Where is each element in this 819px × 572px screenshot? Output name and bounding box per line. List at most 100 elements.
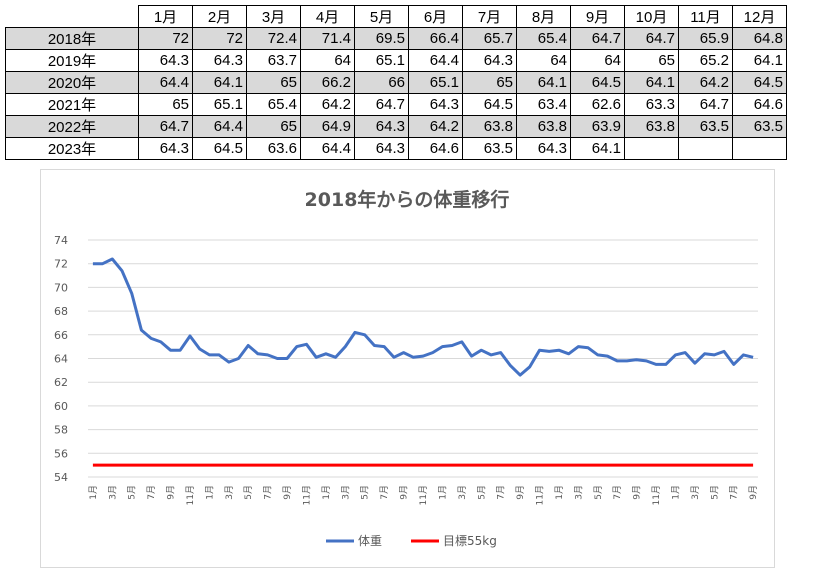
- weight-cell: 71.4: [300, 27, 355, 50]
- weight-cell: 64.7: [678, 93, 733, 116]
- y-tick-label: 64: [54, 353, 68, 366]
- y-tick-label: 58: [54, 424, 68, 437]
- weight-cell: 64.7: [624, 27, 679, 50]
- weight-cell: 65.7: [462, 27, 517, 50]
- y-axis-ticks: 54 56 58 60 62 64 66 68 70 72 74: [54, 234, 68, 484]
- legend: 体重 目標55kg: [326, 534, 497, 548]
- year-cell: 2019年: [5, 49, 139, 72]
- weight-cell: 63.6: [246, 137, 301, 160]
- weight-cell: 64.1: [732, 49, 787, 72]
- weight-cell: 64.3: [462, 49, 517, 72]
- x-tick-label: 3月: [457, 485, 468, 500]
- weight-cell: 64.7: [570, 27, 625, 50]
- weight-cell: 63.5: [732, 115, 787, 138]
- table-corner-cell: [6, 6, 139, 28]
- x-tick-label: 1月: [670, 485, 681, 500]
- year-cell: 2023年: [5, 137, 139, 160]
- weight-cell: 64.4: [408, 49, 463, 72]
- weight-cell: 65.1: [192, 93, 247, 116]
- y-tick-label: 62: [54, 376, 68, 389]
- weight-cell: [732, 137, 787, 160]
- month-header: 9月: [570, 5, 625, 28]
- weight-cell: 63.4: [516, 93, 571, 116]
- weight-cell: 64.1: [570, 137, 625, 160]
- x-tick-label: 9月: [748, 485, 759, 500]
- weight-cell: 64.5: [732, 71, 787, 94]
- weight-cell: 69.5: [354, 27, 409, 50]
- weight-cell: 64.6: [732, 93, 787, 116]
- weight-cell: 64.3: [408, 93, 463, 116]
- x-tick-label: 3月: [573, 485, 584, 500]
- weight-cell: 63.3: [624, 93, 679, 116]
- weight-cell: 65.4: [246, 93, 301, 116]
- gridlines: [88, 239, 758, 478]
- x-tick-label: 11月: [301, 485, 312, 505]
- month-header: 5月: [354, 5, 409, 28]
- weight-cell: 65: [246, 71, 301, 94]
- x-tick-label: 1月: [204, 485, 215, 500]
- x-tick-label: 5月: [593, 485, 604, 500]
- x-tick-label: 7月: [146, 485, 157, 500]
- weight-cell: 64.3: [516, 137, 571, 160]
- x-tick-label: 3月: [224, 485, 235, 500]
- line-chart: 2018年からの体重移行 54 56 58 60 62 64 66 68 70 72 74 1月 3月…: [54, 188, 759, 548]
- weight-cell: 64.3: [192, 49, 247, 72]
- x-tick-label: 9月: [399, 485, 410, 500]
- weight-cell: 64: [570, 49, 625, 72]
- weight-cell: 64.8: [732, 27, 787, 50]
- weight-cell: 64.7: [138, 115, 193, 138]
- x-tick-label: 9月: [515, 485, 526, 500]
- weight-cell: 65.9: [678, 27, 733, 50]
- table-row: 2020年 64.4 64.1 65 66.2 66 65.1 65 64.1 64.5 64.1 6…: [5, 71, 787, 94]
- year-cell: 2020年: [5, 71, 139, 94]
- month-header: 1月: [138, 5, 193, 28]
- weight-table: 1月 2月 3月 4月 5月 6月 7月 8月 9月 10月 11月 12月 2…: [5, 5, 787, 160]
- x-tick-label: 5月: [360, 485, 371, 500]
- x-tick-label: 1月: [437, 485, 448, 500]
- weight-cell: 62.6: [570, 93, 625, 116]
- table-header-row: 1月 2月 3月 4月 5月 6月 7月 8月 9月 10月 11月 12月: [6, 5, 787, 28]
- x-tick-label: 1月: [554, 485, 565, 500]
- weight-cell: 63.5: [678, 115, 733, 138]
- weight-cell: 64.4: [192, 115, 247, 138]
- weight-cell: 65: [138, 93, 193, 116]
- table-row: 2022年 64.7 64.4 65 64.9 64.3 64.2 63.8 63.8 63.9 6…: [5, 115, 787, 138]
- x-tick-label: 3月: [107, 485, 118, 500]
- weight-cell: 64: [300, 49, 355, 72]
- legend-label: 体重: [358, 534, 382, 548]
- x-tick-label: 9月: [282, 485, 293, 500]
- weight-cell: 65.1: [408, 71, 463, 94]
- x-tick-label: 11月: [535, 485, 546, 505]
- weight-cell: 64.1: [516, 71, 571, 94]
- weight-cell: 63.8: [516, 115, 571, 138]
- weight-cell: 63.9: [570, 115, 625, 138]
- weight-cell: [678, 137, 733, 160]
- y-tick-label: 74: [54, 234, 68, 247]
- chart-area: 2018年からの体重移行 54 56 58 60 62 64 66 68 70 72 74 1月 3月…: [40, 169, 775, 568]
- x-tick-label: 1月: [88, 485, 99, 500]
- x-axis-ticks: 1月 3月 5月 7月 9月 11月 1月 3月 5月 7月 9月 11月 1月 3月 5月 7月 9月 11月 1…: [88, 485, 759, 505]
- x-tick-label: 3月: [690, 485, 701, 500]
- weight-cell: 64.5: [192, 137, 247, 160]
- weight-cell: 65.2: [678, 49, 733, 72]
- table-row: 2023年 64.3 64.5 63.6 64.4 64.3 64.6 63.5 64.3 64.…: [5, 137, 787, 160]
- month-header: 12月: [732, 5, 787, 28]
- x-tick-label: 9月: [166, 485, 177, 500]
- table-row: 2019年 64.3 64.3 63.7 64 65.1 64.4 64.3 64 64 65 65.…: [5, 49, 787, 72]
- weight-cell: 65: [246, 115, 301, 138]
- weight-cell: 72: [192, 27, 247, 50]
- year-cell: 2018年: [5, 27, 139, 50]
- year-cell: 2021年: [5, 93, 139, 116]
- weight-cell: 66.2: [300, 71, 355, 94]
- weight-cell: [624, 137, 679, 160]
- x-tick-label: 5月: [709, 485, 720, 500]
- y-tick-label: 54: [54, 471, 68, 484]
- weight-cell: 64.1: [192, 71, 247, 94]
- weight-cell: 64.5: [570, 71, 625, 94]
- x-tick-label: 7月: [729, 485, 740, 500]
- x-tick-label: 5月: [476, 485, 487, 500]
- legend-label: 目標55kg: [443, 534, 497, 548]
- x-tick-label: 1月: [321, 485, 332, 500]
- weight-cell: 64.3: [354, 115, 409, 138]
- x-tick-label: 7月: [496, 485, 507, 500]
